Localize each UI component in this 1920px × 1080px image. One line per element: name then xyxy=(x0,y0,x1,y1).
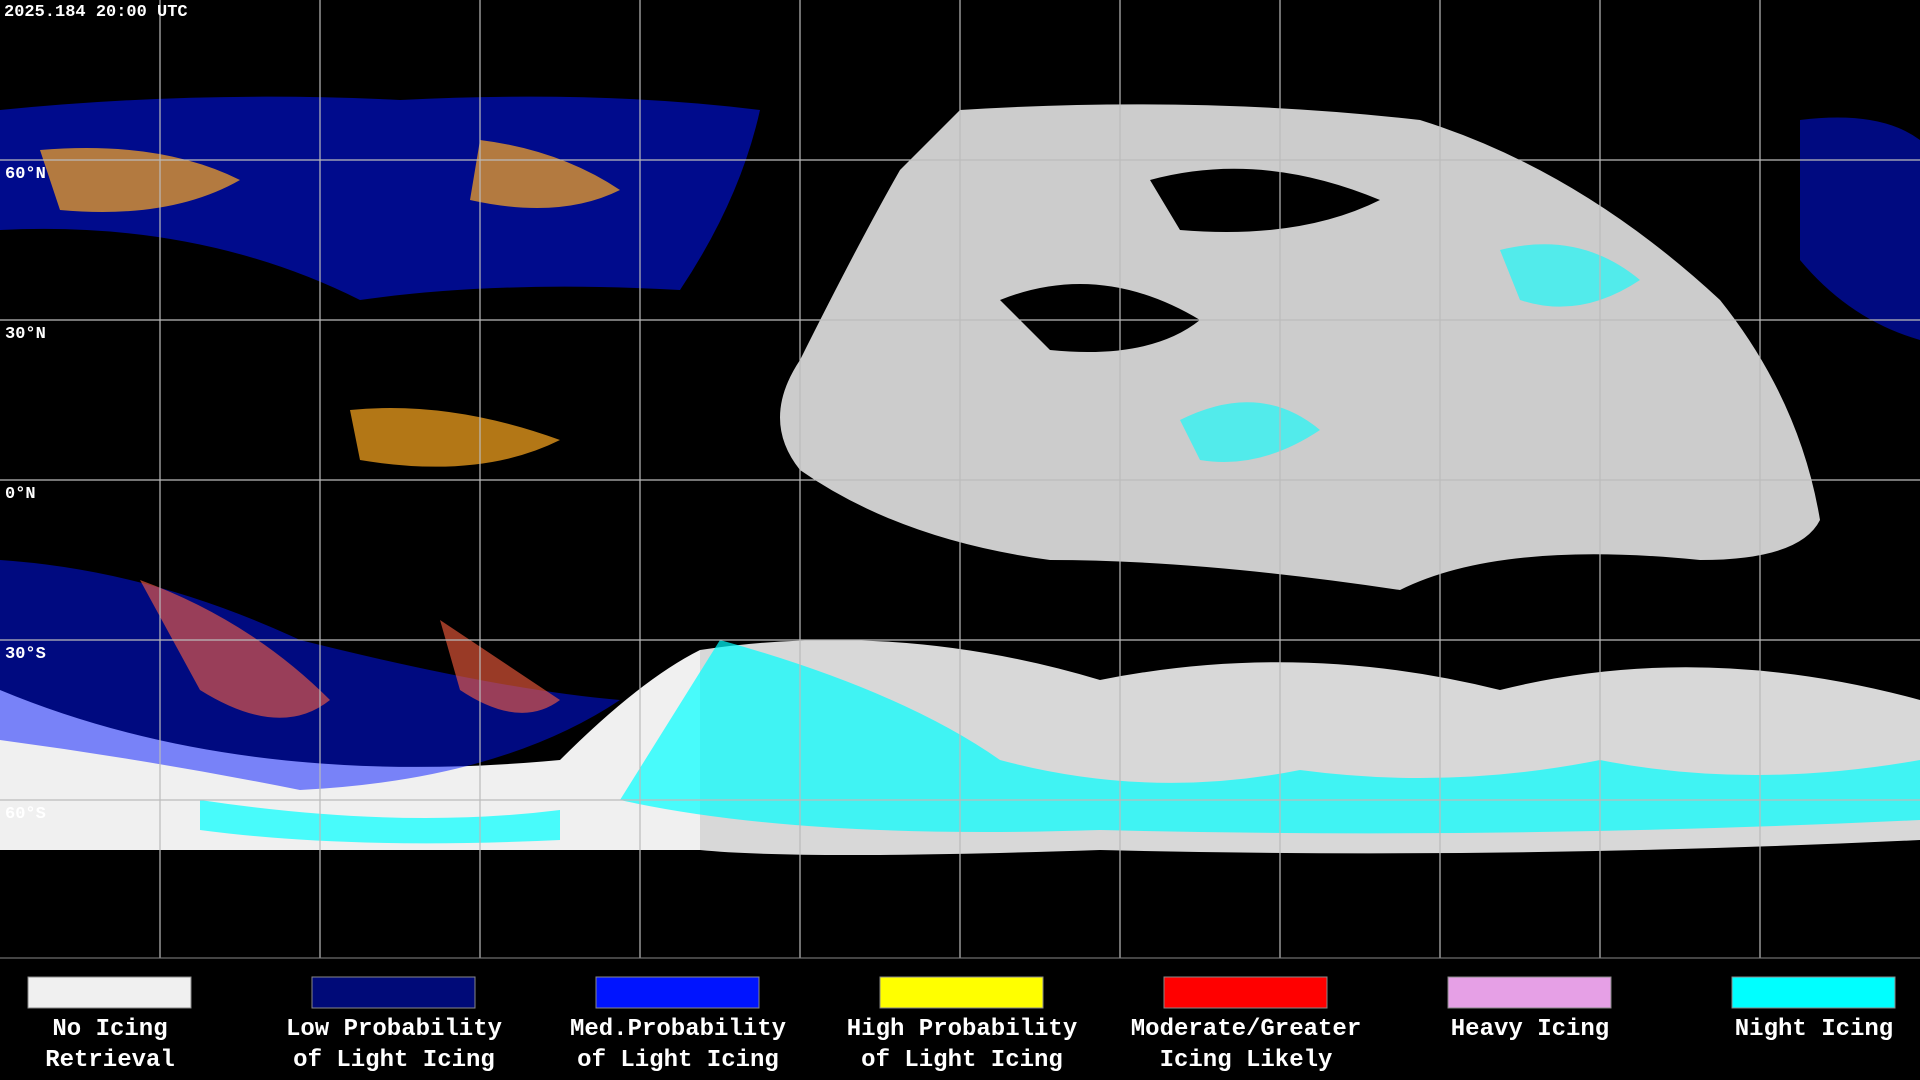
legend-label: of Light Icing xyxy=(293,1047,495,1074)
legend-swatch xyxy=(1447,976,1612,1009)
latitude-label: 30°S xyxy=(5,645,46,664)
timestamp: 2025.184 20:00 UTC xyxy=(4,3,188,22)
legend-label: Low Probability xyxy=(286,1016,502,1043)
legend-label: of Light Icing xyxy=(577,1047,779,1074)
cloud-region xyxy=(780,104,1820,590)
icing-probability xyxy=(40,140,620,467)
night-icing xyxy=(1180,244,1640,462)
legend-swatch xyxy=(879,976,1044,1009)
latitude-label: 0°N xyxy=(5,485,36,504)
legend-label: Night Icing xyxy=(1735,1016,1893,1043)
night-icing xyxy=(200,800,560,844)
legend-label: Moderate/Greater xyxy=(1131,1016,1361,1043)
legend-swatch xyxy=(311,976,476,1009)
legend-swatch xyxy=(27,976,192,1009)
legend-label: Icing Likely xyxy=(1160,1047,1333,1074)
icing-probability xyxy=(140,580,560,718)
latitude-label: 60°S xyxy=(5,805,46,824)
clear-area xyxy=(1000,168,1380,352)
legend-label: High Probability xyxy=(847,1016,1077,1043)
legend-label: of Light Icing xyxy=(861,1047,1063,1074)
cloud-layer xyxy=(0,96,1920,855)
legend-label: Heavy Icing xyxy=(1451,1016,1609,1043)
latitude-label: 60°N xyxy=(5,165,46,184)
legend-swatch xyxy=(1731,976,1896,1009)
latitude-label: 30°N xyxy=(5,325,46,344)
icing-probability xyxy=(1800,117,1920,340)
icing-probability xyxy=(0,96,760,301)
legend-swatch xyxy=(1163,976,1328,1009)
legend-label: Retrieval xyxy=(45,1047,175,1074)
legend-swatch xyxy=(595,976,760,1009)
legend-label: Med.Probability xyxy=(570,1016,786,1043)
night-icing xyxy=(620,640,1920,834)
icing-probability xyxy=(0,560,620,790)
legend-label: No Icing xyxy=(52,1016,167,1043)
graticule xyxy=(0,0,1920,958)
